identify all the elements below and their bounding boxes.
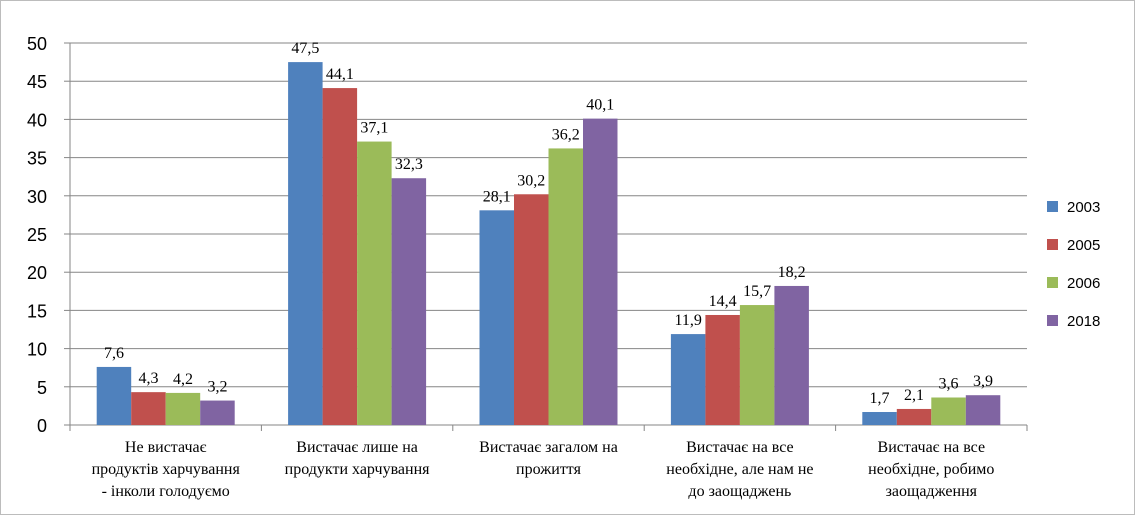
bar	[774, 285, 809, 425]
data-label: 32,3	[395, 156, 423, 173]
category-label: до заощаджень	[688, 483, 791, 500]
data-label: 3,2	[207, 379, 227, 396]
bar	[322, 88, 358, 426]
category-label: необхідне, але нам не	[666, 461, 813, 478]
bar	[391, 178, 427, 425]
category-label: продукти харчування	[285, 461, 430, 478]
category-label: Вистачає загалом на	[479, 439, 618, 456]
data-label: 40,1	[586, 97, 614, 114]
y-tick-label: 35	[27, 149, 47, 169]
bar	[288, 62, 323, 425]
data-label: 1,7	[870, 390, 890, 407]
legend-swatch	[1047, 201, 1058, 212]
bar	[583, 118, 618, 426]
bar	[200, 400, 235, 425]
y-tick-label: 50	[27, 34, 47, 54]
bar	[131, 392, 166, 425]
category-label: Вистачає на все	[878, 439, 986, 456]
bar	[479, 210, 514, 425]
data-label: 30,2	[517, 172, 545, 189]
y-tick-label: 20	[27, 263, 47, 283]
data-label: 44,1	[326, 66, 354, 83]
legend-swatch	[1047, 239, 1058, 250]
bar	[96, 366, 132, 425]
data-label: 4,2	[173, 371, 193, 388]
bar	[165, 392, 201, 425]
y-tick-label: 0	[37, 416, 47, 436]
category-label: - інколи голодуємо	[102, 483, 230, 500]
data-label: 3,9	[973, 373, 993, 390]
category-label: Не вистачає	[125, 439, 207, 456]
bar	[514, 194, 549, 425]
data-label: 36,2	[552, 126, 580, 143]
data-label: 28,1	[483, 188, 511, 205]
data-label: 4,3	[138, 370, 158, 387]
data-label: 2,1	[904, 387, 924, 404]
data-label: 11,9	[674, 312, 701, 329]
y-tick-label: 40	[27, 110, 47, 130]
data-label: 15,7	[743, 283, 771, 300]
category-label: необхідне, робимо	[868, 461, 994, 478]
bar	[705, 314, 740, 425]
category-label: Вистачає лише на	[296, 439, 418, 456]
legend-swatch	[1047, 315, 1058, 326]
bar	[965, 395, 1001, 425]
y-tick-label: 15	[27, 301, 47, 321]
y-tick-label: 45	[27, 72, 47, 92]
data-label: 37,1	[360, 120, 388, 137]
y-tick-label: 30	[27, 187, 47, 207]
bar	[739, 305, 775, 425]
data-label: 18,2	[778, 264, 806, 281]
bar	[896, 408, 932, 425]
data-label: 14,4	[709, 293, 737, 310]
data-label: 3,6	[939, 375, 959, 392]
legend-label: 2005	[1067, 237, 1100, 254]
legend-swatch	[1047, 277, 1058, 288]
category-label: продуктів харчування	[92, 461, 241, 478]
category-label: прожиття	[516, 461, 582, 478]
bar	[931, 397, 966, 425]
legend-label: 2018	[1067, 313, 1100, 330]
category-label: заощадження	[886, 483, 978, 500]
y-tick-label: 5	[37, 378, 47, 398]
bar	[862, 412, 897, 425]
category-label: Вистачає на все	[686, 439, 794, 456]
bar	[548, 148, 583, 425]
y-tick-label: 10	[27, 340, 47, 360]
bar	[357, 141, 392, 425]
legend-label: 2006	[1067, 275, 1100, 292]
data-label: 47,5	[291, 40, 319, 57]
y-tick-label: 25	[27, 225, 47, 245]
bar	[670, 334, 706, 425]
legend-label: 2003	[1067, 199, 1100, 216]
data-label: 7,6	[104, 345, 124, 362]
